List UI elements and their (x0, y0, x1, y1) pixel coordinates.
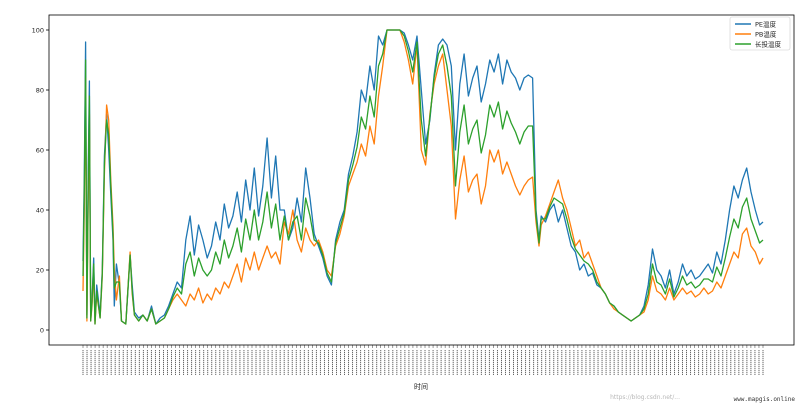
y-tick-label: 0 (40, 326, 44, 334)
legend-box (729, 16, 791, 51)
legend-label: PE温度 (755, 19, 777, 28)
y-tick-label: 80 (36, 86, 44, 94)
watermark-url: www.mapgis.online (734, 396, 796, 403)
x-axis (82, 345, 764, 375)
legend-label: PB温度 (755, 29, 777, 38)
plot-area (48, 14, 795, 346)
watermark-faded-text: https://blog.csdn.net/... (610, 394, 680, 401)
legend-label: 长投温度 (755, 39, 782, 48)
x-axis-label: 时间 (414, 382, 428, 391)
y-tick-label: 60 (36, 146, 44, 154)
y-tick-label: 40 (36, 206, 44, 214)
series-line-3 (82, 29, 764, 325)
y-tick-label: 100 (32, 26, 44, 34)
y-axis: 0 20 40 60 80 100 (32, 26, 49, 334)
y-tick-label: 20 (36, 266, 44, 274)
series-lines (82, 29, 764, 325)
